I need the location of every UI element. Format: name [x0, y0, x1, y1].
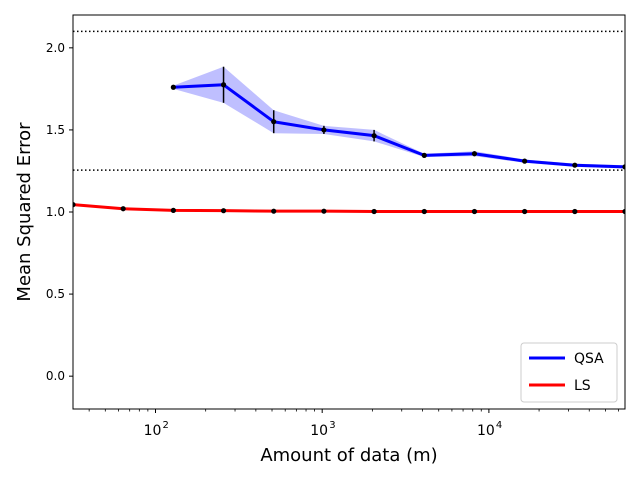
qsa-data-point — [220, 82, 227, 88]
x-tick-label: 10 — [477, 423, 495, 439]
y-tick-label: 2.0 — [46, 41, 65, 55]
ls-data-point — [622, 208, 625, 215]
ls-data-point — [73, 202, 76, 208]
qsa-data-point — [371, 133, 377, 139]
x-tick-label: 10 — [310, 423, 328, 439]
ls-data-point — [471, 208, 478, 215]
qsa-data-point — [321, 127, 327, 133]
y-tick-label: 0.5 — [46, 287, 65, 301]
qsa-data-point — [170, 84, 176, 90]
ls-series-line — [73, 203, 625, 214]
ls-data-point — [120, 206, 126, 212]
ls-data-point — [522, 208, 528, 215]
ls-data-point — [271, 208, 277, 214]
ls-data-point — [421, 208, 427, 215]
qsa-series-line — [173, 83, 625, 169]
legend: QSA LS — [520, 342, 618, 403]
ls-data-point — [321, 208, 327, 214]
ls-data-point — [572, 208, 578, 215]
qsa-data-point — [471, 151, 478, 157]
qsa-data-point — [421, 152, 427, 158]
x-tick-exponent: 3 — [329, 420, 335, 431]
qsa-data-point — [522, 158, 528, 164]
y-tick-label: 1.5 — [46, 123, 65, 137]
x-tick-exponent: 4 — [496, 420, 502, 431]
y-axis-title: Mean Squared Error — [14, 122, 35, 302]
qsa-data-point — [622, 164, 625, 170]
qsa-data-point — [271, 119, 277, 125]
legend-label-ls: LS — [574, 378, 591, 394]
y-tick-label: 0.0 — [46, 369, 65, 383]
x-tick-exponent: 2 — [162, 420, 168, 431]
qsa-data-point — [572, 162, 578, 168]
qsa-error-band — [173, 66, 625, 169]
ls-data-point — [371, 208, 377, 215]
x-tick-label: 10 — [144, 423, 162, 439]
ls-data-point — [170, 207, 176, 213]
legend-label-qsa: QSA — [574, 351, 604, 367]
y-tick-label: 1.0 — [46, 205, 65, 219]
x-axis-title: Amount of data (m) — [260, 445, 437, 466]
ls-data-point — [220, 208, 227, 214]
